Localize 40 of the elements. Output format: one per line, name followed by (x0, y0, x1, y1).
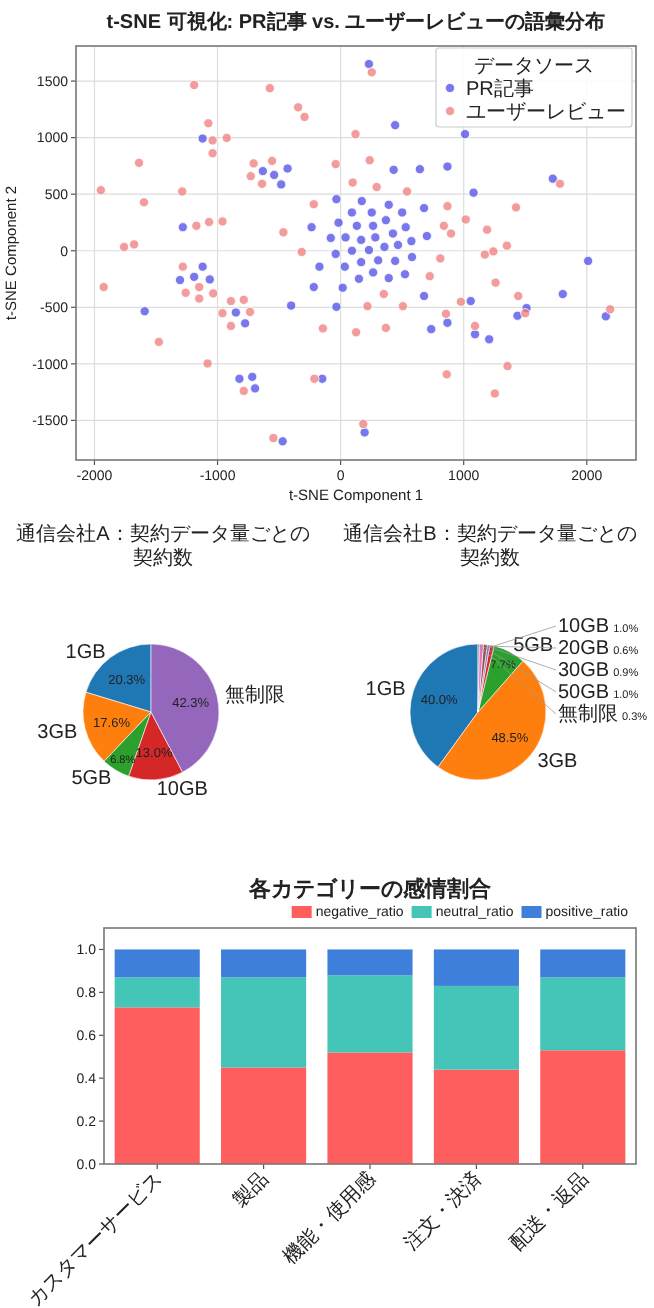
slice-label: 3GB (37, 722, 78, 745)
bar (114, 977, 200, 1008)
bar (540, 1050, 626, 1164)
bar (433, 1069, 519, 1164)
x-tick-label: 製品 (228, 1167, 274, 1213)
slice-label: 無制限 (558, 702, 618, 726)
x-tick-label: 注文・決済 (398, 1167, 487, 1255)
bar (433, 949, 519, 986)
bar (327, 949, 413, 976)
legend-label: PR記事 (466, 77, 534, 101)
slice-label: 1GB (365, 679, 407, 702)
slice-label: 30GB (558, 660, 610, 682)
bar (327, 1052, 413, 1164)
slice-label: 5GB (513, 635, 554, 658)
x-tick-label: カスタマーサービス (24, 1168, 168, 1308)
slice-label: 無制限 (224, 682, 285, 707)
bar (540, 977, 626, 1051)
chart-title: t-SNE 可視化: PR記事 vs. ユーザーレビューの語彙分布 (106, 10, 606, 34)
slice-label: 20GB (558, 638, 610, 660)
bar (540, 949, 626, 978)
chart-title: 通信会社B：契約データ量ごとの契約数 (343, 522, 637, 570)
legend-title: データソース (474, 56, 594, 78)
legend-label: ユーザーレビュー (466, 102, 626, 124)
bar (221, 977, 307, 1068)
x-tick-label: 配送・返品 (505, 1167, 594, 1255)
bar (114, 1007, 200, 1164)
bar (433, 985, 519, 1070)
bar (114, 949, 200, 978)
chart-title: 各カテゴリーの感情割合 (247, 876, 493, 902)
slice-label: 50GB (558, 682, 610, 704)
bar (221, 1067, 307, 1164)
slice-label: 10GB (558, 616, 610, 638)
chart-title: 通信会社A：契約データ量ごとの契約数 (16, 522, 310, 570)
slice-label: 1GB (65, 641, 107, 664)
x-tick-label: 機能・使用感 (278, 1167, 381, 1270)
slice-label: 3GB (537, 750, 579, 773)
bar (327, 975, 413, 1053)
slice-label: 10GB (156, 778, 209, 801)
bar (221, 949, 307, 978)
slice-label: 5GB (71, 768, 113, 791)
